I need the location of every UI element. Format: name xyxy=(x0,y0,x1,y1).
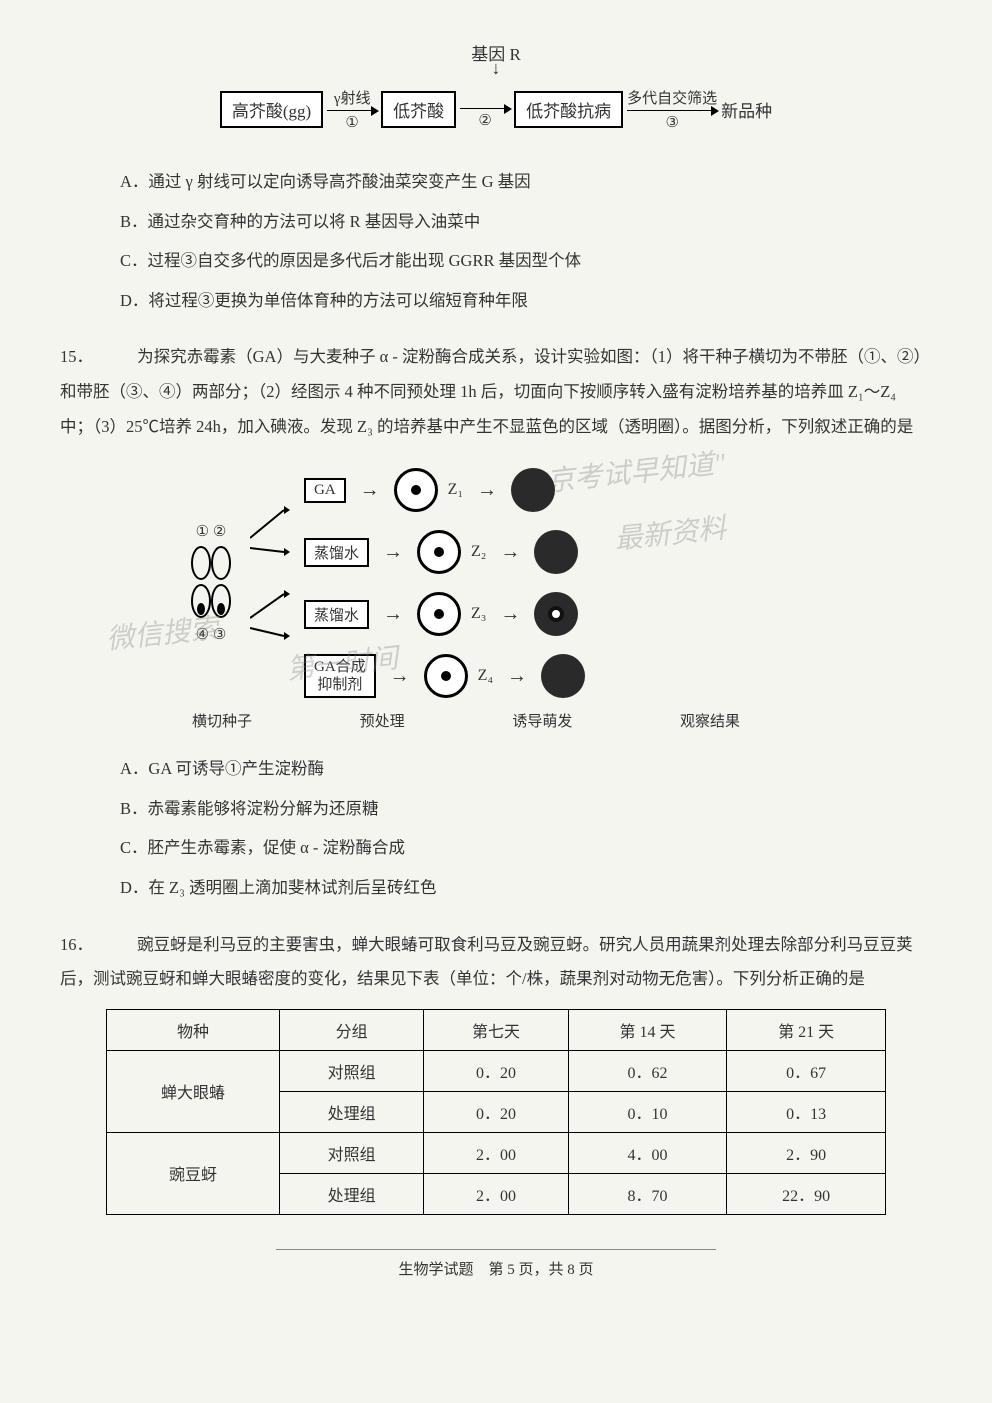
down-arrow-icon: ↓ xyxy=(60,59,932,77)
q15-options: A．GA 可诱导①产生淀粉酶 B．赤霉素能够将淀粉分解为还原糖 C．胚产生赤霉素… xyxy=(120,749,932,907)
cell-group: 对照组 xyxy=(279,1132,423,1173)
fc-result: 新品种 xyxy=(721,97,772,122)
option-c: C．胚产生赤霉素，促使 α - 淀粉酶合成 xyxy=(120,828,932,868)
fc-box-3: 低芥酸抗病 xyxy=(514,91,623,128)
table-row: 蝉大眼蝽 对照组 0．20 0．62 0．67 xyxy=(107,1050,886,1091)
cell-group: 处理组 xyxy=(279,1173,423,1214)
branch-arrows-icon xyxy=(250,498,290,668)
option-d: D．在 Z₃ 透明圈上滴加斐林试剂后呈砖红色 xyxy=(120,868,932,908)
q16-data-table: 物种 分组 第七天 第 14 天 第 21 天 蝉大眼蝽 对照组 0．20 0．… xyxy=(106,1009,886,1215)
q16-text: 豌豆蚜是利马豆的主要害虫，蝉大眼蝽可取食利马豆及豌豆蚜。研究人员用蔬果剂处理去除… xyxy=(60,935,913,989)
breeding-flowchart: 高芥酸(gg) γ射线 ① 低芥酸 ② 低芥酸抗病 多代自交筛选 ③ 新品种 xyxy=(100,87,892,132)
question-15: 15． 为探究赤霉素（GA）与大麦种子 α - 淀粉酶合成关系，设计实验如图：（… xyxy=(60,340,932,444)
table-header-row: 物种 分组 第七天 第 14 天 第 21 天 xyxy=(107,1009,886,1050)
petri-dish-icon xyxy=(394,468,438,512)
arrow-label-bot: ① xyxy=(345,113,358,132)
arrow-icon: → xyxy=(383,541,403,564)
fc-arrow-1: γ射线 ① xyxy=(327,87,377,132)
q16-num: 16． xyxy=(60,935,93,954)
treatment-box-3: 蒸馏水 xyxy=(304,600,369,629)
fc-arrow-2: ② xyxy=(460,89,510,130)
th-d21: 第 21 天 xyxy=(727,1009,886,1050)
petri-dish-icon xyxy=(424,654,468,698)
cell-species: 蝉大眼蝽 xyxy=(107,1050,280,1132)
col-label-4: 观察结果 xyxy=(680,710,740,731)
fc-box-2: 低芥酸 xyxy=(381,91,456,128)
q15-diagram: 北京考试早知道" 最新资料 ① ② ④ ③ xyxy=(186,462,806,731)
cell-d7: 0．20 xyxy=(424,1091,568,1132)
arrow-icon: → xyxy=(390,665,410,688)
th-species: 物种 xyxy=(107,1009,280,1050)
seeds-icon xyxy=(186,543,236,623)
cell-d7: 2．00 xyxy=(424,1132,568,1173)
arrow-label-top: 多代自交筛选 xyxy=(627,87,717,108)
arrow-icon: → xyxy=(360,479,380,502)
cell-group: 对照组 xyxy=(279,1050,423,1091)
option-a: A．GA 可诱导①产生淀粉酶 xyxy=(120,749,932,789)
arrow-label-top: γ射线 xyxy=(334,87,371,108)
arrow-icon: → xyxy=(383,603,403,626)
cell-d21: 22．90 xyxy=(727,1173,886,1214)
th-d7: 第七天 xyxy=(424,1009,568,1050)
cell-d14: 0．62 xyxy=(568,1050,727,1091)
z-label-2: Z₂ xyxy=(471,543,486,561)
q14-options: A．通过 γ 射线可以定向诱导高芥酸油菜突变产生 G 基因 B．通过杂交育种的方… xyxy=(120,162,932,320)
option-a: A．通过 γ 射线可以定向诱导高芥酸油菜突变产生 G 基因 xyxy=(120,162,932,202)
arrow-icon: → xyxy=(507,665,527,688)
page-footer: 生物学试题 第 5 页，共 8 页 xyxy=(60,1239,932,1279)
th-group: 分组 xyxy=(279,1009,423,1050)
petri-dish-icon xyxy=(417,530,461,574)
cell-d14: 4．00 xyxy=(568,1132,727,1173)
cell-group: 处理组 xyxy=(279,1091,423,1132)
col-label-1: 横切种子 xyxy=(192,710,252,731)
option-b: B．赤霉素能够将淀粉分解为还原糖 xyxy=(120,789,932,829)
z-label-1: Z₁ xyxy=(448,481,463,499)
fc-arrow-3: 多代自交筛选 ③ xyxy=(627,87,717,132)
cell-d21: 0．13 xyxy=(727,1091,886,1132)
cell-species: 豌豆蚜 xyxy=(107,1132,280,1214)
arrow-label-bot: ③ xyxy=(665,113,678,132)
result-dish-dark-icon xyxy=(534,530,578,574)
col-label-3: 诱导萌发 xyxy=(512,710,572,731)
cell-d21: 2．90 xyxy=(727,1132,886,1173)
z-label-3: Z₃ xyxy=(471,605,486,623)
z-label-4: Z₄ xyxy=(478,667,493,685)
treatment-box-4: GA合成 抑制剂 xyxy=(304,654,376,698)
table-row: 豌豆蚜 对照组 2．00 4．00 2．90 xyxy=(107,1132,886,1173)
q15-text: 为探究赤霉素（GA）与大麦种子 α - 淀粉酶合成关系，设计实验如图：（1）将干… xyxy=(60,347,930,435)
col-label-2: 预处理 xyxy=(360,710,405,731)
cell-d7: 2．00 xyxy=(424,1173,568,1214)
cell-d14: 8．70 xyxy=(568,1173,727,1214)
arrow-label-bot: ② xyxy=(478,111,491,130)
th-d14: 第 14 天 xyxy=(568,1009,727,1050)
arrow-icon: → xyxy=(500,603,520,626)
fc-box-1: 高芥酸(gg) xyxy=(220,91,323,128)
result-dish-ring-icon xyxy=(534,592,578,636)
cell-d7: 0．20 xyxy=(424,1050,568,1091)
seed-num-1: ① xyxy=(196,524,209,540)
seed-num-3: ③ xyxy=(213,627,226,643)
seed-num-4: ④ xyxy=(196,627,209,643)
footer-text: 生物学试题 第 5 页，共 8 页 xyxy=(398,1262,593,1278)
cell-d14: 0．10 xyxy=(568,1091,727,1132)
q15-num: 15． xyxy=(60,347,93,366)
petri-dish-icon xyxy=(417,592,461,636)
seed-num-2: ② xyxy=(213,524,226,540)
result-dish-dark-icon xyxy=(511,468,555,512)
result-dish-dark-icon xyxy=(541,654,585,698)
arrow-icon: → xyxy=(500,541,520,564)
arrow-icon: → xyxy=(477,479,497,502)
option-d: D．将过程③更换为单倍体育种的方法可以缩短育种年限 xyxy=(120,281,932,321)
treatment-box-2: 蒸馏水 xyxy=(304,538,369,567)
cell-d21: 0．67 xyxy=(727,1050,886,1091)
option-b: B．通过杂交育种的方法可以将 R 基因导入油菜中 xyxy=(120,202,932,242)
option-c: C．过程③自交多代的原因是多代后才能出现 GGRR 基因型个体 xyxy=(120,241,932,281)
question-16: 16． 豌豆蚜是利马豆的主要害虫，蝉大眼蝽可取食利马豆及豌豆蚜。研究人员用蔬果剂… xyxy=(60,928,932,997)
treatment-box-1: GA xyxy=(304,478,346,503)
